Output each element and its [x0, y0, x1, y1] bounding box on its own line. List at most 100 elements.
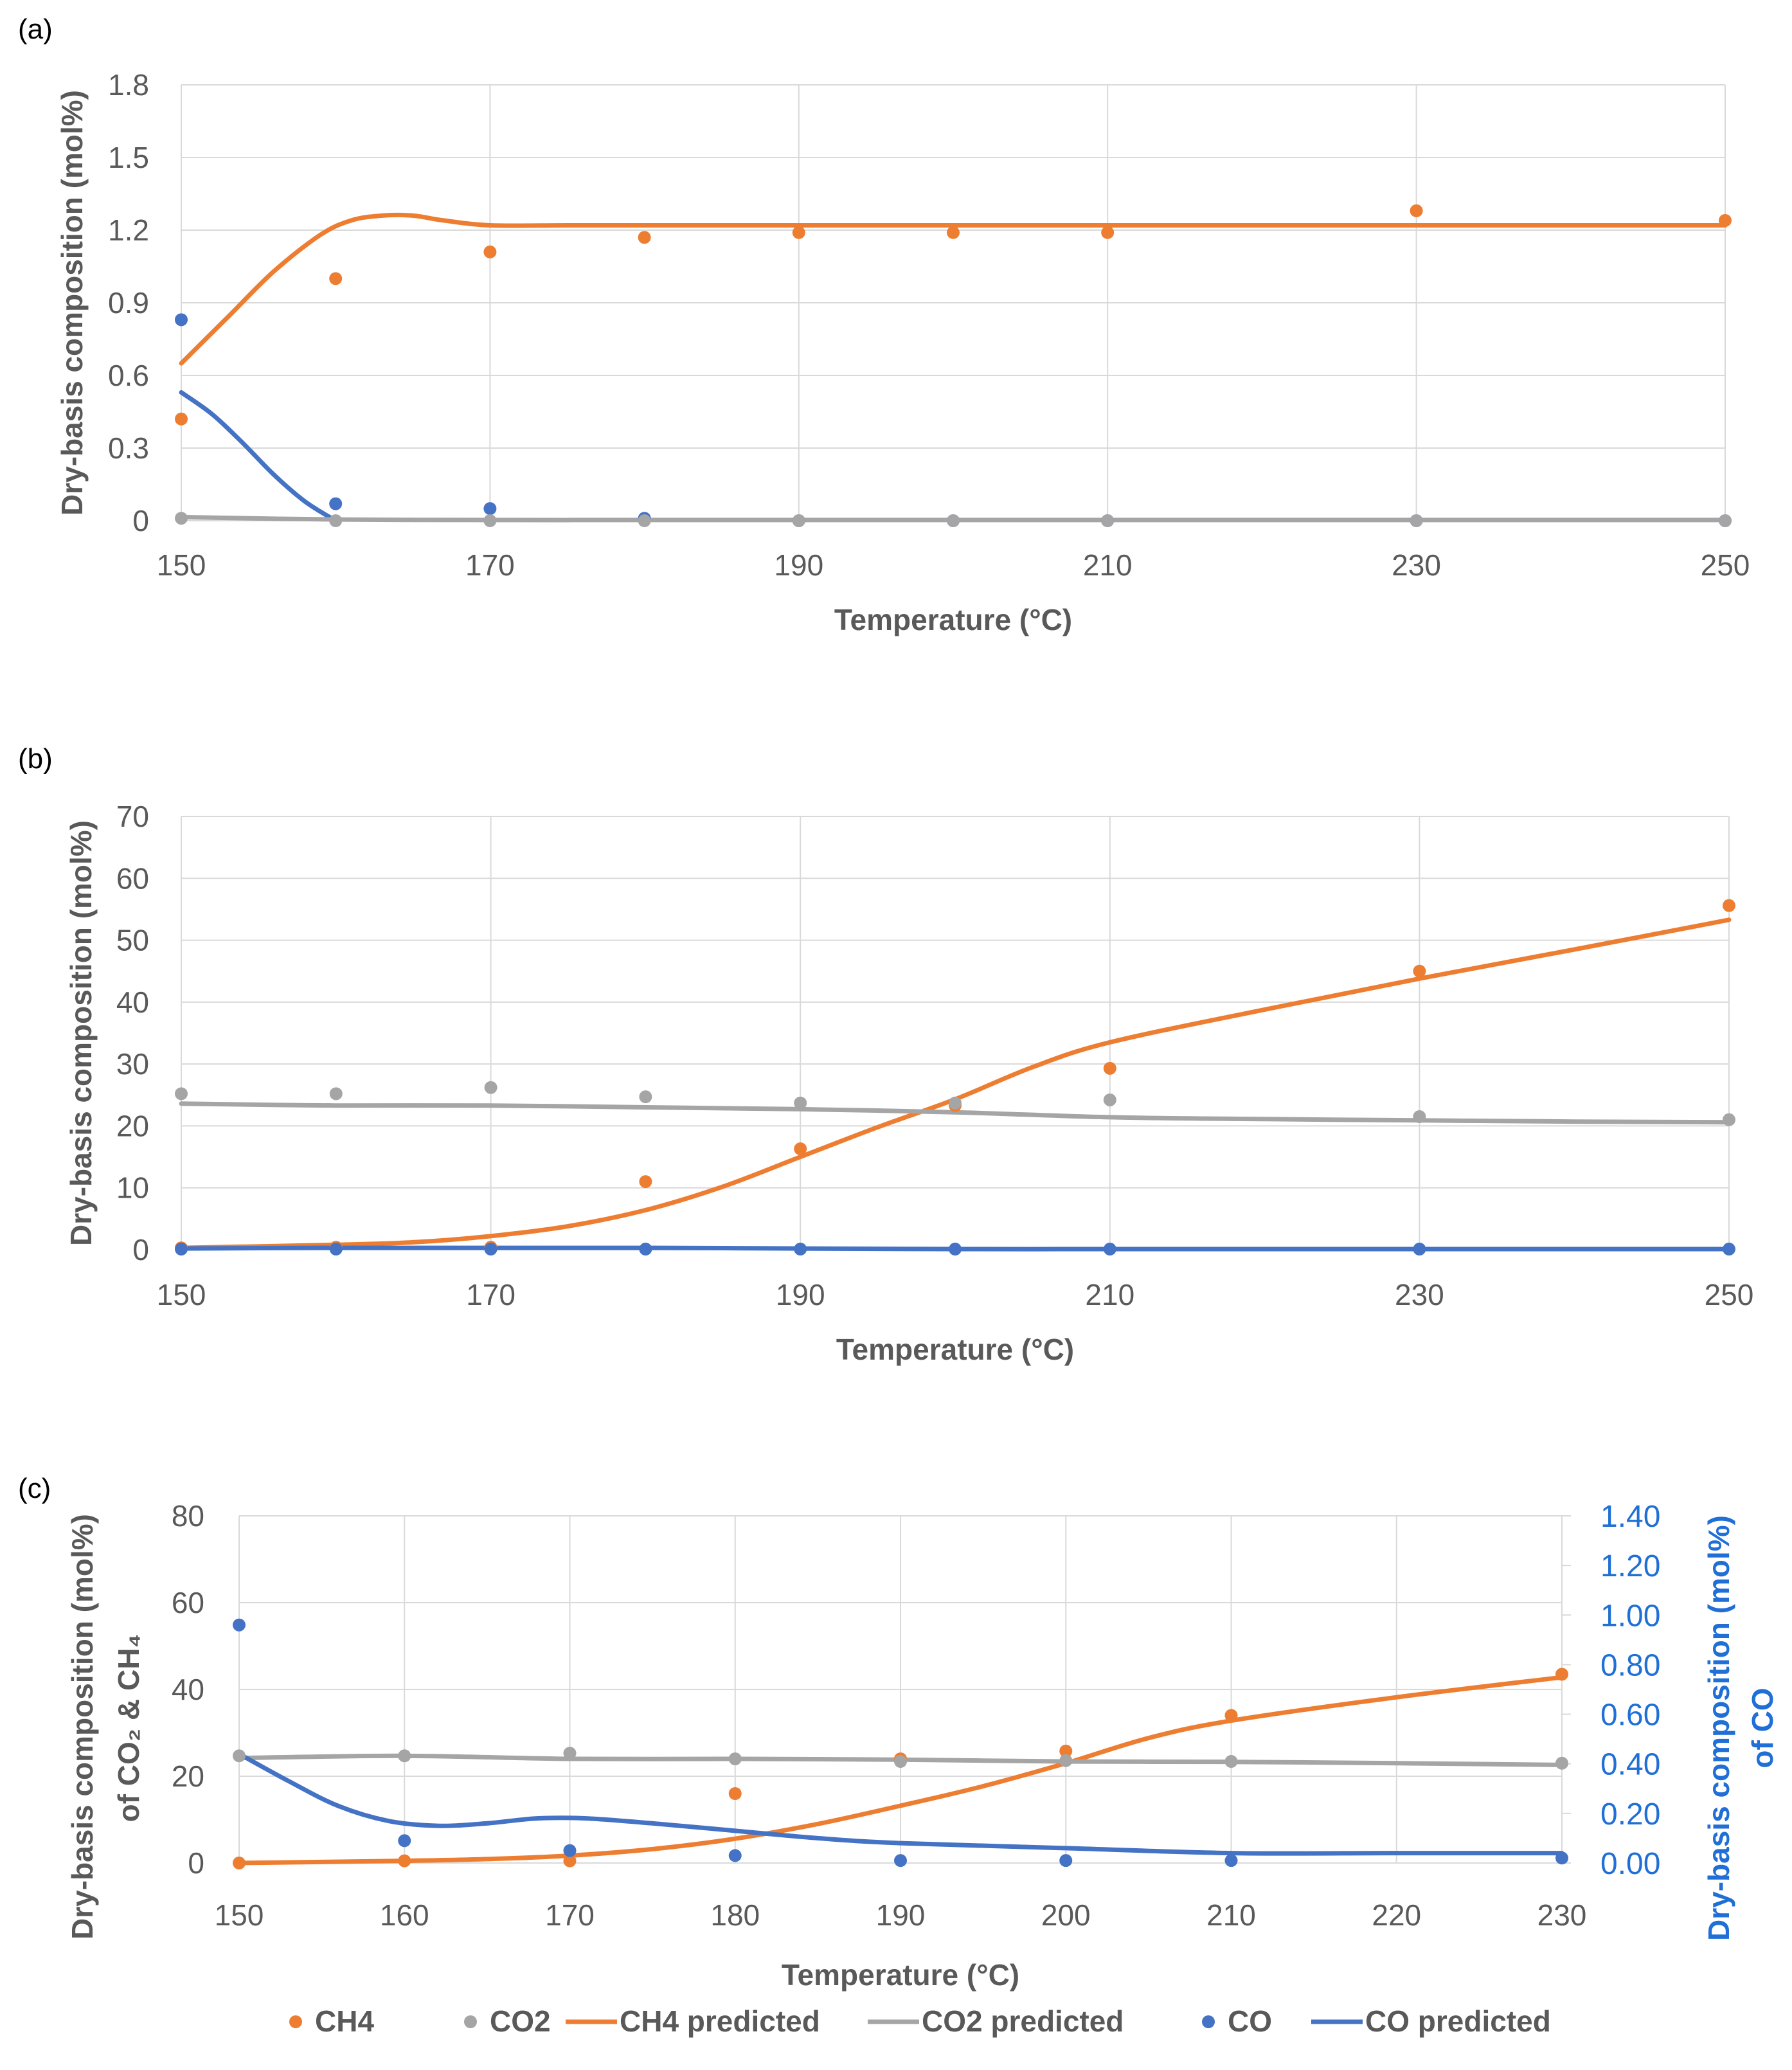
data-point-co2 — [1103, 1093, 1116, 1106]
data-point-co — [483, 502, 497, 516]
legend-marker — [1202, 2015, 1215, 2028]
x-tick-label: 230 — [1537, 1898, 1587, 1932]
y-tick-label: 0.6 — [108, 359, 149, 392]
y-tick-label: 1.5 — [108, 141, 149, 174]
legend-marker — [464, 2015, 477, 2028]
data-point-co2 — [794, 1096, 807, 1110]
right-y-tick-label: 1.00 — [1600, 1599, 1660, 1633]
y-tick-label: 0 — [132, 1233, 149, 1266]
data-point-co2 — [1410, 514, 1423, 527]
series-points-ch4 — [175, 899, 1735, 1255]
y-tick-label: 20 — [116, 1109, 149, 1142]
y-tick-label: 0 — [132, 504, 149, 537]
x-axis-title: Temperature (°C) — [836, 1333, 1074, 1366]
x-tick-label: 150 — [157, 1278, 206, 1311]
data-point-ch4 — [638, 231, 651, 244]
series-line-ch4-predicted — [237, 1675, 1564, 1866]
data-point-co — [329, 497, 343, 510]
data-point-ch4 — [398, 1854, 411, 1868]
series-line-ch4-predicted — [179, 917, 1732, 1250]
data-point-ch4 — [1723, 899, 1735, 912]
chart-panel-c: (c) 0 20 40 60 80 150 160 170 180 190 200 210 220 230 0… — [18, 1473, 1779, 1992]
data-point-co2 — [563, 1747, 577, 1760]
data-point-co — [329, 1243, 343, 1256]
x-tick-label: 190 — [776, 1278, 825, 1311]
data-point-co2 — [728, 1752, 742, 1765]
data-point-ch4 — [175, 412, 188, 426]
x-tick-label: 220 — [1372, 1898, 1421, 1932]
right-y-tick-label: 0.80 — [1600, 1648, 1660, 1682]
data-point-co — [794, 1243, 807, 1256]
data-point-ch4 — [1413, 964, 1426, 978]
series-line-co-predicted — [179, 390, 338, 523]
data-point-co2 — [792, 514, 805, 527]
right-y-tick-label: 0.00 — [1600, 1847, 1660, 1881]
data-point-co2 — [1413, 1110, 1426, 1123]
x-tick-label: 160 — [380, 1898, 429, 1932]
gridlines — [181, 84, 1726, 521]
data-point-co — [949, 1243, 962, 1256]
y-axis-title: Dry-basis composition (mol%) — [64, 820, 98, 1246]
y-tick-label: 20 — [172, 1760, 204, 1793]
data-point-co — [175, 1243, 188, 1256]
data-point-co — [398, 1834, 411, 1848]
panel-label: (c) — [18, 1473, 51, 1504]
data-point-co — [1103, 1243, 1116, 1256]
data-point-ch4 — [1059, 1744, 1073, 1758]
gridlines — [238, 1515, 1563, 1864]
y-tick-label: 70 — [116, 800, 149, 833]
data-point-co2 — [638, 514, 651, 527]
data-point-co2 — [329, 514, 343, 527]
series-line-ch4-predicted — [179, 212, 1728, 366]
data-point-co2 — [484, 1081, 497, 1094]
data-point-co2 — [1059, 1754, 1073, 1767]
data-point-co — [894, 1854, 907, 1868]
data-point-ch4 — [947, 226, 960, 239]
series-line-co2-predicted — [179, 1101, 1732, 1125]
data-point-ch4 — [1224, 1709, 1238, 1722]
series-points-co2 — [175, 1081, 1735, 1126]
data-point-co2 — [949, 1096, 962, 1110]
x-tick-label: 170 — [545, 1898, 595, 1932]
series-points-ch4 — [175, 204, 1732, 426]
legend-marker — [289, 2015, 302, 2028]
x-tick-label: 210 — [1085, 1278, 1134, 1311]
data-point-ch4 — [1103, 1061, 1116, 1075]
data-point-co — [175, 313, 188, 327]
y-tick-label: 60 — [172, 1586, 204, 1619]
data-point-co2 — [233, 1749, 246, 1763]
data-point-co2 — [483, 514, 497, 527]
chart-panel-b: (b) 0 10 20 30 40 50 60 70 150 170 190 210 230 250 Temp… — [18, 743, 1753, 1366]
x-tick-label: 150 — [157, 548, 206, 582]
data-point-co2 — [1101, 514, 1115, 527]
data-point-co2 — [1224, 1755, 1238, 1769]
y-tick-label: 30 — [116, 1047, 149, 1081]
series-line-co-predicted — [237, 1751, 1564, 1856]
y-tick-label: 60 — [116, 861, 149, 895]
data-point-co — [1413, 1243, 1426, 1256]
panel-label: (b) — [18, 743, 53, 775]
data-point-ch4 — [1410, 204, 1423, 217]
legend-label: CO2 predicted — [922, 2004, 1124, 2038]
data-point-ch4 — [329, 272, 343, 285]
data-point-co2 — [639, 1090, 652, 1104]
right-y-tick-label: 1.40 — [1600, 1500, 1660, 1534]
x-tick-label: 200 — [1041, 1898, 1091, 1932]
data-point-ch4 — [639, 1175, 652, 1189]
data-point-co — [639, 1243, 652, 1256]
y-tick-label: 0 — [188, 1846, 204, 1880]
x-tick-label: 210 — [1083, 548, 1133, 582]
y-axis-title-line2: of CO₂ & CH₄ — [112, 1634, 145, 1823]
data-point-co2 — [1555, 1756, 1568, 1770]
data-point-co — [1224, 1854, 1238, 1868]
legend-item-ch4-predicted: CH4 predicted — [566, 2004, 820, 2038]
series-points-co — [175, 313, 1732, 527]
right-y-tick-label: 0.40 — [1600, 1748, 1660, 1782]
data-point-ch4 — [728, 1787, 742, 1800]
y-tick-label: 80 — [172, 1499, 204, 1533]
panel-label: (a) — [18, 14, 53, 45]
data-point-ch4 — [1719, 213, 1732, 227]
legend-item-co2: CO2 — [464, 2004, 551, 2038]
legend-item-ch4: CH4 — [289, 2004, 374, 2038]
x-tick-label: 170 — [465, 548, 515, 582]
